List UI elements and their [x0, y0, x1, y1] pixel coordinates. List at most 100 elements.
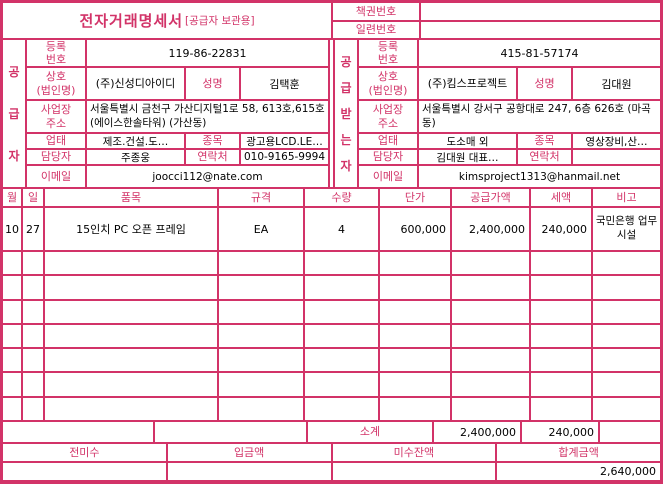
subtotal-blank — [3, 422, 153, 442]
supplier-reg-no-label: 등록 번호 — [27, 40, 85, 66]
empty-cell — [23, 276, 43, 299]
empty-cell — [3, 397, 21, 420]
empty-cell — [593, 349, 660, 372]
empty-cell — [23, 252, 43, 275]
prev-balance-label: 전미수 — [3, 444, 166, 461]
buyer-reg-no-label: 등록 번호 — [359, 40, 417, 66]
empty-item-row — [3, 300, 660, 323]
subtotal-blank — [600, 422, 660, 442]
item-spec: EA — [219, 208, 303, 250]
empty-cell — [3, 324, 21, 348]
supplier-contact-value: 010-9165-9994 — [241, 150, 328, 164]
empty-cell — [45, 300, 217, 323]
empty-cell — [593, 276, 660, 299]
supplier-email-value: joocci112@nate.com — [87, 166, 328, 187]
item-day: 27 — [23, 208, 43, 250]
empty-cell — [305, 349, 378, 372]
empty-cell — [45, 252, 217, 275]
empty-cell — [23, 324, 43, 348]
col-note: 비고 — [593, 189, 660, 206]
book-number-label: 책권번호 — [333, 3, 419, 20]
empty-item-row — [3, 349, 660, 372]
supplier-biz-type-value: 제조.건설.도… — [87, 134, 184, 148]
empty-cell — [452, 349, 529, 372]
supplier-reg-no-value: 119-86-22831 — [87, 40, 328, 66]
empty-cell — [45, 373, 217, 396]
header-band: 전자거래명세서 [공급자 보관용] 책권번호 일련번호 — [3, 3, 660, 38]
subtotal-label: 소계 — [308, 422, 432, 442]
supplier-company-value: (주)신성디아이디 — [87, 68, 184, 99]
empty-cell — [380, 349, 450, 372]
empty-cell — [452, 373, 529, 396]
col-spec: 규격 — [219, 189, 303, 206]
empty-cell — [3, 349, 21, 372]
deposit-label: 입금액 — [167, 444, 331, 461]
buyer-item-type-label: 종목 — [518, 134, 571, 148]
empty-cell — [593, 252, 660, 275]
buyer-side-label: 공급받는자 — [335, 40, 357, 187]
buyer-address-label: 사업장 주소 — [359, 101, 417, 132]
empty-cell — [452, 300, 529, 323]
item-supply-amount: 2,400,000 — [452, 208, 529, 250]
empty-cell — [380, 397, 450, 420]
buyer-ceo-value: 김대원 — [573, 68, 660, 99]
supplier-ceo-value: 김택훈 — [241, 68, 328, 99]
empty-item-row — [3, 373, 660, 396]
subtotal-row: 소계 2,400,000 240,000 — [3, 422, 660, 442]
empty-cell — [3, 300, 21, 323]
buyer-email-label: 이메일 — [359, 166, 417, 187]
document-title: 전자거래명세서 [공급자 보관용] — [3, 3, 331, 38]
empty-cell — [23, 373, 43, 396]
empty-cell — [45, 397, 217, 420]
col-day: 일 — [23, 189, 43, 206]
empty-cell — [23, 300, 43, 323]
supplier-address-value: 서울특별시 금천구 가산디지털1로 58, 613호,615호(에이스한솔타워)… — [87, 101, 328, 132]
item-name: 15인치 PC 오픈 프레임 — [45, 208, 217, 250]
supplier-item-type-label: 종목 — [186, 134, 239, 148]
empty-cell — [452, 252, 529, 275]
empty-cell — [531, 300, 591, 323]
item-month: 10 — [3, 208, 21, 250]
supplier-item-type-value: 광고용LCD.LE… — [241, 134, 328, 148]
parties-section: 공급자 등록 번호 119-86-22831 상호 (법인명) (주)신성디아이… — [3, 40, 660, 187]
buyer-ceo-label: 성명 — [518, 68, 571, 99]
empty-cell — [23, 397, 43, 420]
item-note: 국민은행 업무시설 — [593, 208, 660, 250]
items-header-row: 월 일 품목 규격 수량 단가 공급가액 세액 비고 — [3, 189, 660, 206]
parties-divider — [330, 40, 333, 187]
buyer-email-value: kimsproject1313@hanmail.net — [419, 166, 660, 187]
empty-cell — [219, 397, 303, 420]
empty-cell — [452, 324, 529, 348]
empty-cell — [219, 349, 303, 372]
buyer-biz-type-value: 도소매 외 — [419, 134, 516, 148]
col-item: 품목 — [45, 189, 217, 206]
outstanding-value — [332, 463, 496, 480]
buyer-company-label: 상호 (법인명) — [359, 68, 417, 99]
col-tax: 세액 — [531, 189, 591, 206]
outstanding-label: 미수잔액 — [332, 444, 496, 461]
deposit-value — [167, 463, 331, 480]
empty-cell — [452, 397, 529, 420]
empty-cell — [531, 276, 591, 299]
buyer-section: 공급받는자 등록 번호 415-81-57174 상호 (법인명) (주)킴스프… — [335, 40, 660, 187]
serial-number-value — [421, 21, 660, 38]
empty-cell — [3, 252, 21, 275]
title-text: 전자거래명세서 — [79, 12, 184, 30]
prev-balance-value — [3, 463, 166, 480]
supplier-side-label: 공급자 — [3, 40, 25, 187]
empty-cell — [219, 373, 303, 396]
buyer-contact-label: 연락처 — [518, 150, 571, 164]
supplier-manager-label: 담당자 — [27, 150, 85, 164]
empty-cell — [305, 324, 378, 348]
item-unit-price: 600,000 — [380, 208, 450, 250]
empty-item-row — [3, 397, 660, 420]
empty-cell — [45, 324, 217, 348]
serial-number-label: 일련번호 — [333, 21, 419, 38]
empty-cell — [593, 324, 660, 348]
buyer-manager-value: 김대원 대표… — [419, 150, 516, 164]
summary-header-row: 전미수 입금액 미수잔액 합계금액 — [3, 444, 660, 461]
items-table: 월 일 품목 규격 수량 단가 공급가액 세액 비고 10 27 15인치 PC… — [3, 189, 660, 420]
item-row: 10 27 15인치 PC 오픈 프레임 EA 4 600,000 2,400,… — [3, 208, 660, 250]
col-qty: 수량 — [305, 189, 378, 206]
